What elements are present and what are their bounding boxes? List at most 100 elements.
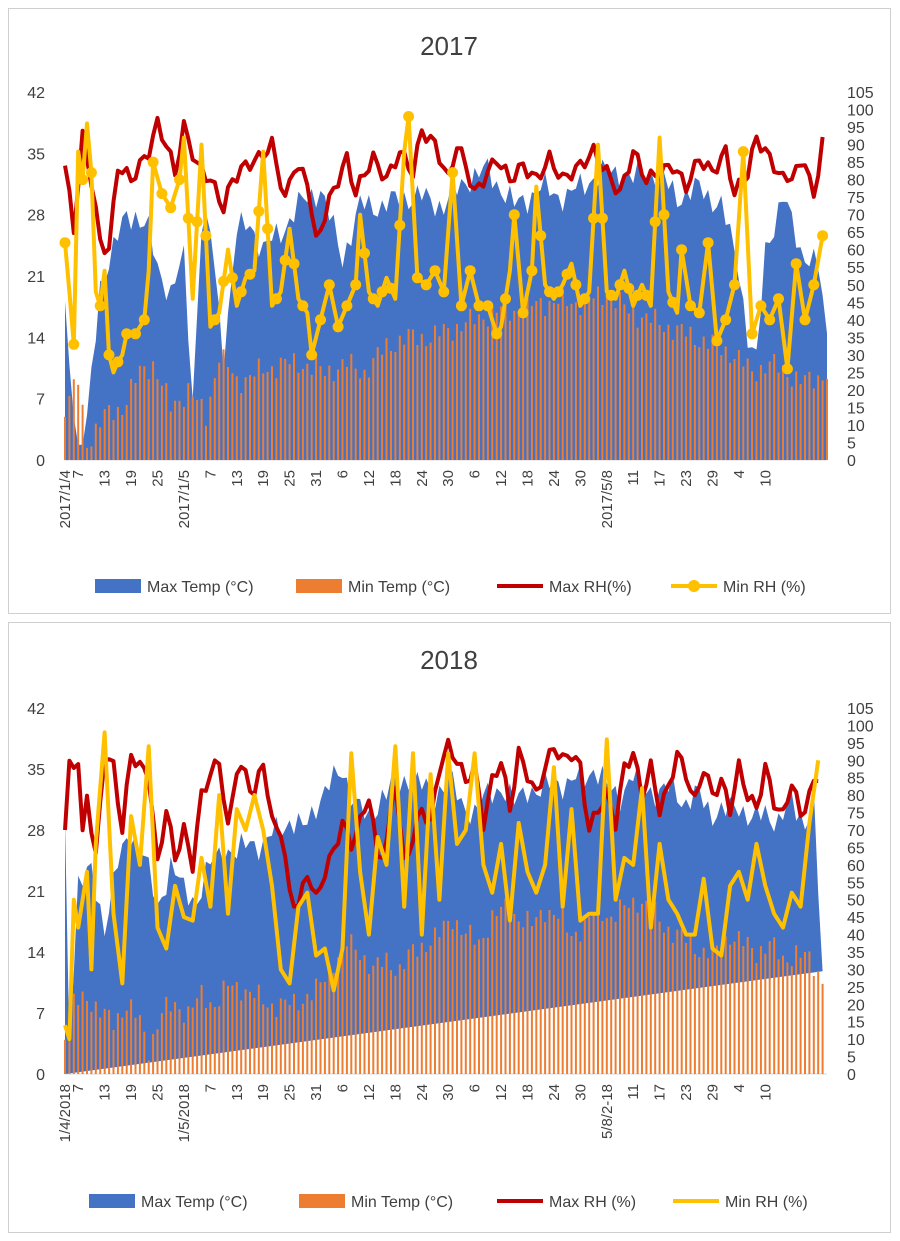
min-temp-bar: [552, 915, 555, 1074]
y-right-tick-label: 45: [847, 295, 865, 312]
min-temp-bar: [323, 981, 326, 1074]
y-left-tick-label: 0: [36, 1067, 45, 1084]
min-temp-bar: [367, 974, 370, 1074]
x-tick-label: 6: [334, 1084, 351, 1092]
min-temp-bar: [746, 358, 749, 460]
min-temp-bar: [147, 1060, 150, 1074]
min-temp-bar: [332, 381, 335, 460]
min-temp-bar: [275, 1016, 278, 1074]
min-temp-bar: [288, 1004, 291, 1074]
min-temp-bar: [169, 411, 172, 460]
min-rh-marker: [226, 272, 238, 284]
min-rh-marker: [447, 167, 459, 179]
min-rh-marker: [508, 209, 520, 221]
min-temp-bar: [790, 966, 793, 1074]
min-rh-marker: [429, 265, 441, 277]
min-temp-bar: [539, 298, 542, 460]
min-temp-bar: [103, 409, 106, 460]
min-rh-marker: [561, 268, 573, 280]
y-right-tick-label: 100: [847, 718, 874, 735]
min-rh-marker: [77, 174, 89, 186]
min-temp-bar: [138, 365, 141, 460]
min-temp-bar: [425, 346, 428, 460]
min-temp-bar: [508, 921, 511, 1074]
min-temp-bar: [182, 406, 185, 460]
min-temp-bar: [227, 985, 229, 1074]
min-temp-bar: [438, 336, 441, 460]
min-temp-bar: [715, 945, 718, 1074]
min-temp-bar: [279, 998, 282, 1074]
x-tick-label: 13: [229, 1084, 246, 1101]
min-temp-bar: [288, 364, 291, 460]
y-right-tick-label: 65: [847, 840, 865, 857]
min-temp-bar: [200, 398, 203, 460]
min-temp-bar: [729, 362, 732, 460]
min-temp-bar: [90, 1011, 93, 1074]
min-rh-marker: [209, 314, 221, 326]
min-rh-marker: [491, 328, 503, 340]
min-temp-bar: [130, 379, 133, 460]
min-rh-marker: [649, 216, 661, 228]
min-rh-marker: [68, 338, 80, 350]
x-tick-label: 5/8/2-18: [599, 1084, 616, 1139]
min-temp-bar: [315, 357, 318, 460]
min-rh-marker: [156, 188, 168, 200]
min-rh-marker: [552, 286, 564, 298]
min-temp-bar: [737, 350, 740, 460]
min-temp-bar: [751, 948, 754, 1074]
y-right-tick-label: 85: [847, 771, 865, 788]
x-tick-label: 6: [467, 1084, 484, 1092]
y-right-tick-label: 80: [847, 788, 865, 805]
min-temp-bar: [768, 361, 771, 460]
x-tick-label: 17: [652, 470, 669, 487]
x-tick-label: 6: [467, 470, 484, 478]
min-rh-marker: [235, 286, 247, 298]
legend-label: Min Temp (°C): [351, 1194, 453, 1211]
min-rh-marker: [94, 300, 106, 312]
y-right-tick-label: 50: [847, 893, 865, 910]
min-temp-bar: [544, 922, 547, 1074]
min-temp-bar: [412, 944, 414, 1074]
x-tick-label: 7: [70, 470, 87, 478]
min-rh-marker: [288, 258, 300, 270]
min-rh-marker: [482, 300, 494, 312]
y-right-tick-label: 60: [847, 858, 865, 875]
y-left-tick-label: 7: [36, 392, 45, 409]
min-temp-bar: [345, 366, 348, 460]
y-left-tick-label: 21: [27, 884, 45, 901]
min-rh-marker: [121, 328, 133, 340]
min-temp-bar: [583, 295, 586, 460]
min-temp-bar: [381, 966, 384, 1074]
min-temp-bar: [381, 354, 384, 460]
x-tick-label: 7: [202, 1084, 219, 1092]
min-temp-bar: [561, 288, 564, 460]
min-temp-bar: [517, 315, 520, 460]
min-temp-bar: [372, 965, 375, 1074]
min-temp-bar: [517, 921, 520, 1074]
y-right-tick-label: 75: [847, 806, 865, 823]
min-temp-bar: [574, 931, 577, 1074]
y-left-tick-label: 14: [27, 945, 45, 962]
min-temp-bar: [447, 920, 450, 1074]
min-temp-bar: [658, 921, 661, 1074]
min-temp-bar: [773, 354, 776, 460]
x-tick-label: 1/4/2018: [57, 1084, 74, 1142]
min-temp-bar: [160, 1013, 163, 1074]
min-temp-bar: [156, 379, 159, 460]
y-right-tick-label: 90: [847, 753, 865, 770]
min-temp-bar: [508, 320, 511, 460]
min-temp-bar: [213, 378, 216, 460]
min-temp-bar: [821, 380, 824, 460]
min-temp-bar: [187, 1006, 190, 1074]
legend-label: Max RH(%): [549, 579, 632, 596]
min-temp-bar: [464, 933, 467, 1074]
x-tick-label: 4: [731, 1084, 748, 1092]
min-temp-bar: [341, 359, 344, 460]
min-temp-bar: [495, 915, 498, 1074]
min-temp-bar: [513, 310, 516, 460]
min-temp-bar: [354, 368, 357, 460]
min-temp-bar: [654, 308, 657, 460]
chart-title: 2017: [420, 31, 478, 61]
min-temp-bar: [174, 400, 177, 460]
min-rh-marker: [711, 335, 723, 347]
